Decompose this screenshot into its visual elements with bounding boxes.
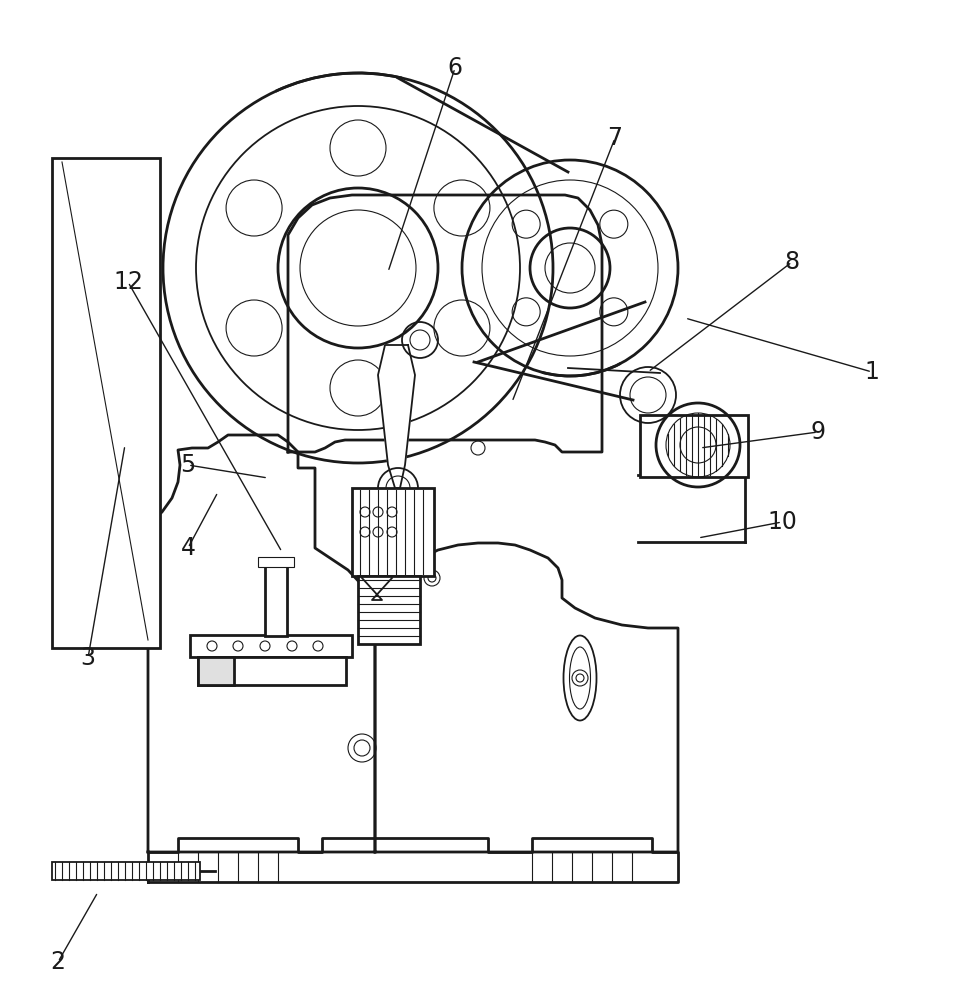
Bar (52, 862, 200, 880)
Text: 10: 10 (767, 510, 797, 534)
Text: 1: 1 (865, 360, 879, 384)
Text: 7: 7 (608, 126, 622, 150)
Bar (198, 657, 234, 685)
Polygon shape (148, 435, 375, 852)
Text: 2: 2 (51, 950, 65, 974)
Ellipse shape (564, 636, 596, 720)
Text: 6: 6 (447, 56, 463, 80)
Bar (265, 562, 287, 636)
Bar (352, 488, 434, 576)
Bar (358, 576, 420, 644)
Bar (52, 158, 160, 648)
Bar (258, 557, 294, 567)
Bar (640, 415, 748, 477)
Bar (190, 635, 352, 657)
Bar (198, 657, 346, 685)
Polygon shape (288, 195, 602, 452)
Text: 4: 4 (180, 536, 196, 560)
Text: 3: 3 (81, 646, 95, 670)
Polygon shape (148, 838, 678, 882)
Text: 9: 9 (810, 420, 826, 444)
Ellipse shape (569, 647, 590, 709)
Text: 5: 5 (180, 453, 196, 477)
Polygon shape (378, 345, 415, 488)
Text: 12: 12 (113, 270, 143, 294)
Polygon shape (375, 543, 678, 852)
Text: 8: 8 (784, 250, 800, 274)
